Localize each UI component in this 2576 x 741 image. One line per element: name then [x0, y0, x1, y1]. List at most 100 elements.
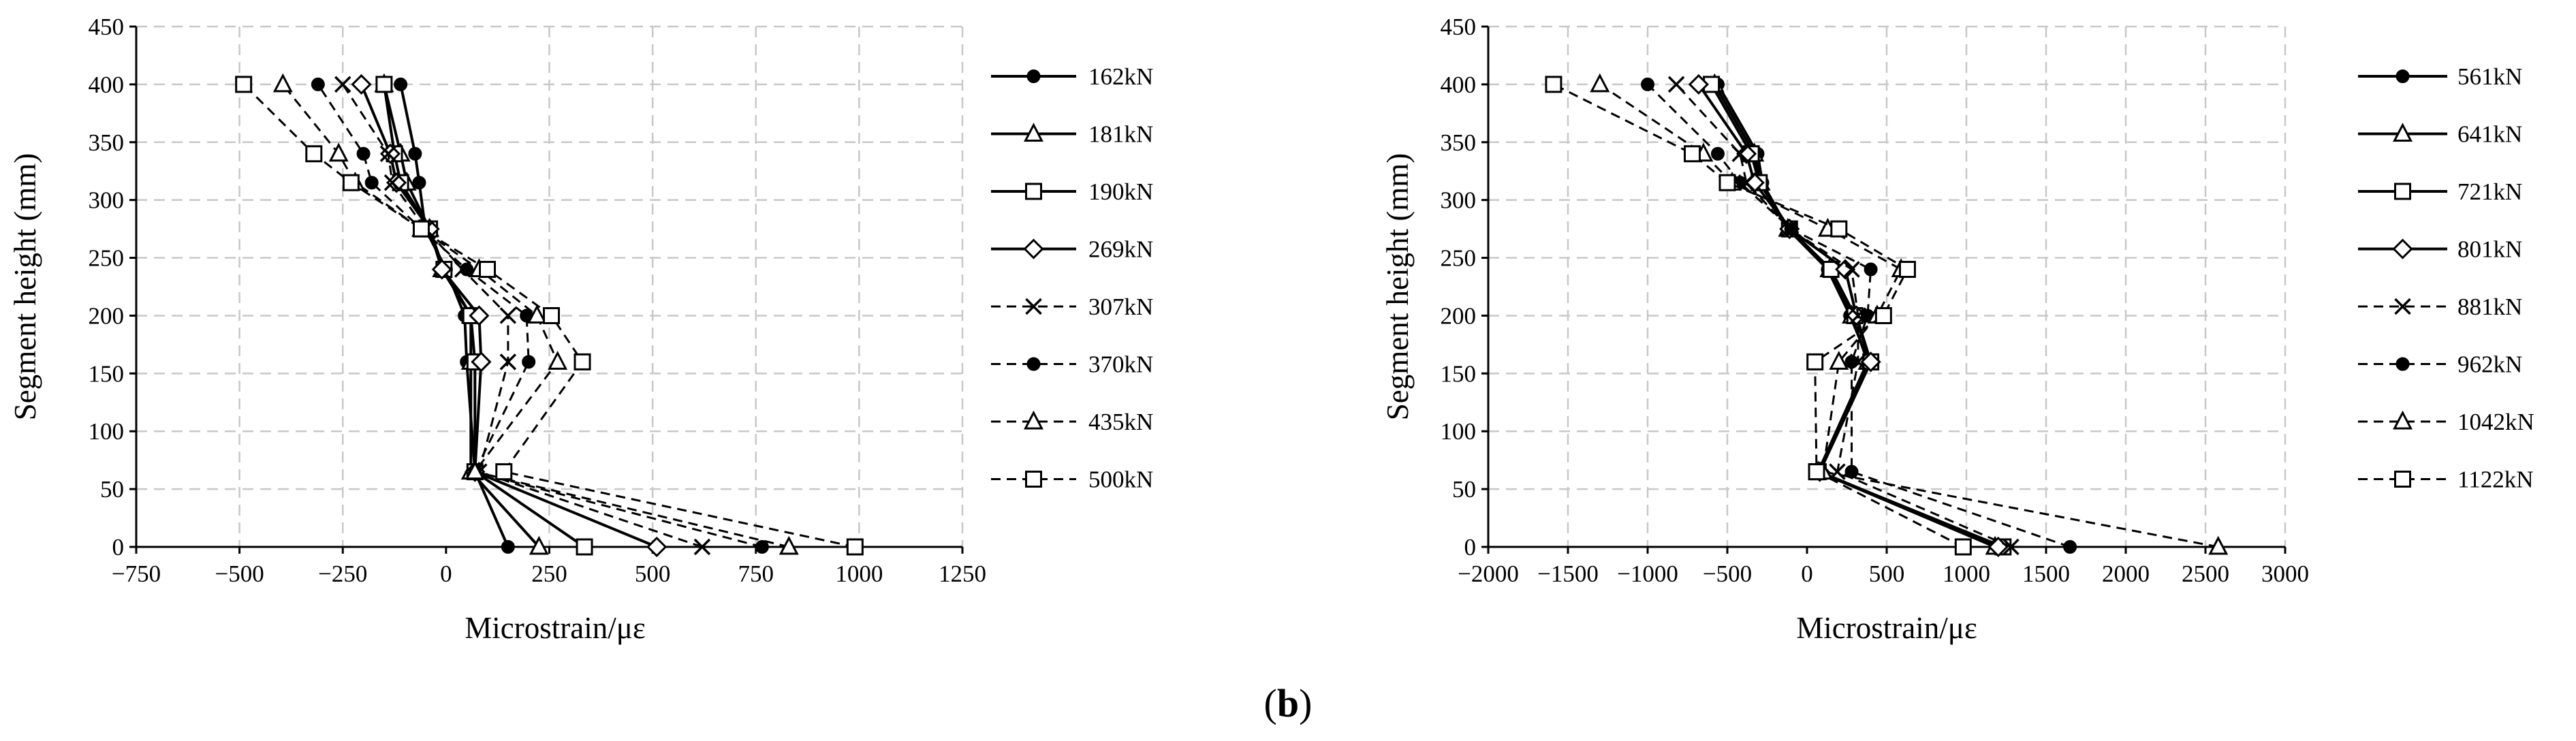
- legend-item-190kn: 190kN: [991, 178, 1153, 205]
- data-point: [499, 353, 517, 370]
- data-point: [576, 538, 593, 556]
- legend-marker: [2392, 238, 2413, 259]
- data-point: [1590, 73, 1610, 93]
- data-point: [495, 463, 513, 481]
- y-tick-label: 300: [89, 187, 125, 214]
- legend-marker: [2394, 183, 2411, 200]
- legend-item-721kn: 721kN: [2358, 178, 2522, 205]
- legend-marker: [1025, 471, 1042, 488]
- y-tick-label: 450: [1441, 14, 1477, 40]
- y-tick-label: 400: [89, 72, 125, 98]
- data-point: [383, 174, 401, 191]
- legend-marker: [1025, 183, 1042, 200]
- grid: [1487, 25, 2287, 547]
- x-tick-label: −250: [318, 561, 367, 587]
- data-point: [1843, 261, 1860, 278]
- data-point: [1641, 77, 1654, 91]
- legend-label: 500kN: [1088, 467, 1153, 493]
- legend-label: 721kN: [2457, 178, 2522, 205]
- data-point: [1688, 74, 1710, 95]
- data-point: [469, 305, 490, 326]
- x-tick-label: −1500: [1537, 561, 1599, 587]
- x-tick-label: 3000: [2261, 561, 2309, 587]
- axes: 0 50 100 150 200 250 300 350 400 450 −2000 −1500 −10…: [1441, 14, 2310, 587]
- legend-item-500kn: 500kN: [991, 467, 1153, 493]
- data-point: [1860, 351, 1881, 373]
- data-point: [1835, 259, 1856, 280]
- data-point: [846, 538, 864, 556]
- y-tick-label: 50: [100, 476, 124, 503]
- caption-close: ): [1299, 681, 1312, 725]
- y-tick-label: 250: [1441, 245, 1477, 272]
- data-point: [379, 145, 397, 162]
- data-point: [1806, 353, 1824, 370]
- y-tick-label: 100: [1441, 418, 1477, 445]
- caption-letter: b: [1277, 681, 1299, 725]
- y-tick-label: 350: [89, 129, 125, 156]
- y-tick-label: 0: [1464, 534, 1477, 561]
- legend-label: 307kN: [1088, 294, 1153, 320]
- plot-area: [1545, 73, 2229, 558]
- legend-marker: [2393, 410, 2413, 430]
- legend-marker: [1025, 298, 1042, 315]
- data-point: [2063, 540, 2077, 554]
- data-point: [1808, 463, 1825, 481]
- legend-marker: [2394, 471, 2411, 488]
- y-tick-label: 100: [89, 418, 125, 445]
- data-point: [272, 73, 293, 93]
- x-tick-label: 1250: [939, 561, 986, 587]
- series-1122kn: [1545, 76, 1972, 556]
- y-tick-label: 250: [89, 245, 125, 272]
- legend-item-162kn: 162kN: [991, 63, 1153, 90]
- data-point: [1864, 262, 1878, 277]
- x-tick-label: 500: [1869, 561, 1905, 587]
- data-point: [527, 304, 547, 324]
- data-point: [1710, 146, 1725, 161]
- x-tick-label: 1000: [1943, 561, 1990, 587]
- data-point: [311, 77, 325, 91]
- legend-item-881kn: 881kN: [2358, 294, 2522, 320]
- data-point: [412, 176, 426, 190]
- data-point: [460, 262, 474, 277]
- legend-marker: [2393, 123, 2413, 142]
- legend-label: 641kN: [2457, 121, 2522, 148]
- x-axis-title: Microstrain/με: [1796, 611, 1977, 645]
- y-tick-label: 300: [1441, 187, 1477, 214]
- data-point: [693, 538, 711, 556]
- svg-text:(b): (b): [1264, 681, 1313, 725]
- series-line: [1599, 83, 2218, 548]
- data-point: [471, 351, 492, 373]
- x-tick-label: −2000: [1458, 561, 1519, 587]
- data-point: [755, 540, 769, 554]
- legend-marker: [2396, 69, 2410, 83]
- data-point: [522, 355, 536, 369]
- data-point: [501, 540, 515, 554]
- x-tick-label: −500: [215, 561, 264, 587]
- legend-marker: [2394, 298, 2411, 315]
- data-point: [1545, 76, 1562, 93]
- data-point: [364, 176, 379, 190]
- x-axis-title: Microstrain/με: [465, 611, 645, 645]
- data-point: [1830, 220, 1848, 238]
- legend-label: 435kN: [1088, 409, 1153, 435]
- y-tick-label: 400: [1441, 72, 1477, 98]
- data-point: [328, 142, 349, 162]
- data-point: [1954, 538, 1972, 556]
- x-tick-label: −500: [1703, 561, 1752, 587]
- data-point: [1898, 261, 1916, 279]
- legend-label: 181kN: [1088, 121, 1153, 148]
- y-tick-label: 150: [89, 360, 125, 387]
- data-point: [543, 306, 561, 324]
- x-tick-label: 750: [738, 561, 774, 587]
- data-point: [1844, 464, 1859, 479]
- y-tick-label: 0: [112, 534, 125, 561]
- series-269kn: [351, 74, 667, 558]
- data-point: [465, 460, 485, 480]
- legend-label: 162kN: [1088, 63, 1153, 90]
- legend-item-561kn: 561kN: [2358, 63, 2522, 90]
- data-point: [431, 259, 452, 280]
- legend-label: 881kN: [2457, 294, 2522, 320]
- legend-item-801kn: 801kN: [2358, 236, 2522, 263]
- plot-area: [235, 73, 864, 558]
